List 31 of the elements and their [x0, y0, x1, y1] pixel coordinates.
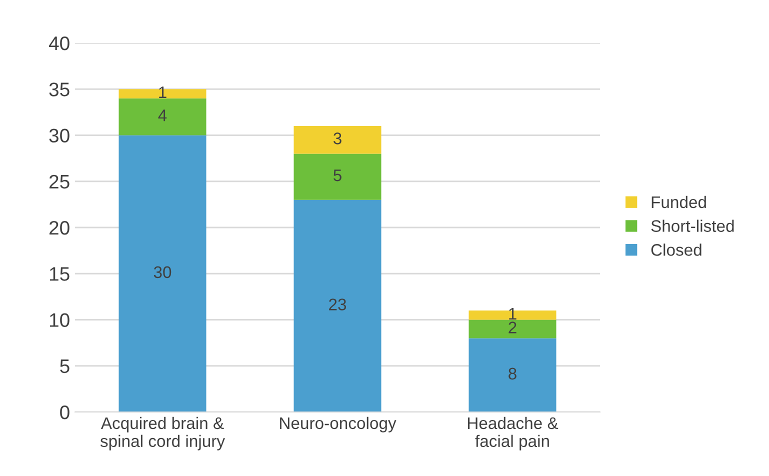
data-label: 1 — [159, 86, 166, 98]
bar — [294, 126, 382, 154]
bar — [468, 320, 556, 338]
data-label: 1 — [509, 308, 516, 320]
legend-label: Closed — [651, 244, 702, 256]
x-tick-label: Neuro-oncology — [280, 416, 396, 432]
y-tick-label: 40 — [48, 36, 70, 50]
y-tick-label: 5 — [60, 360, 70, 374]
data-label: 3 — [334, 132, 342, 144]
bar — [118, 98, 206, 136]
y-tick-label: 30 — [49, 128, 70, 142]
bar — [294, 200, 382, 412]
y-tick-label: 0 — [60, 405, 70, 420]
bar — [468, 338, 556, 412]
legend-label: Short-listed — [651, 220, 734, 232]
x-tick-label: Headache & facial pain — [468, 416, 558, 450]
bar — [118, 135, 206, 412]
y-tick-label: 35 — [49, 82, 70, 96]
legend-label: Funded — [652, 196, 706, 208]
data-label: 8 — [508, 368, 516, 380]
y-tick-label: 15 — [50, 267, 70, 281]
bar — [294, 154, 382, 200]
data-label: 23 — [329, 298, 346, 310]
data-label: 5 — [334, 170, 342, 182]
y-tick-label: 10 — [50, 313, 70, 327]
y-tick-label: 20 — [49, 220, 70, 235]
x-tick-label: Acquired brain & spinal cord injury — [100, 416, 225, 450]
data-label: 4 — [158, 110, 167, 122]
y-tick-label: 25 — [49, 174, 70, 189]
data-label: 2 — [508, 322, 516, 334]
data-label: 30 — [154, 266, 172, 278]
